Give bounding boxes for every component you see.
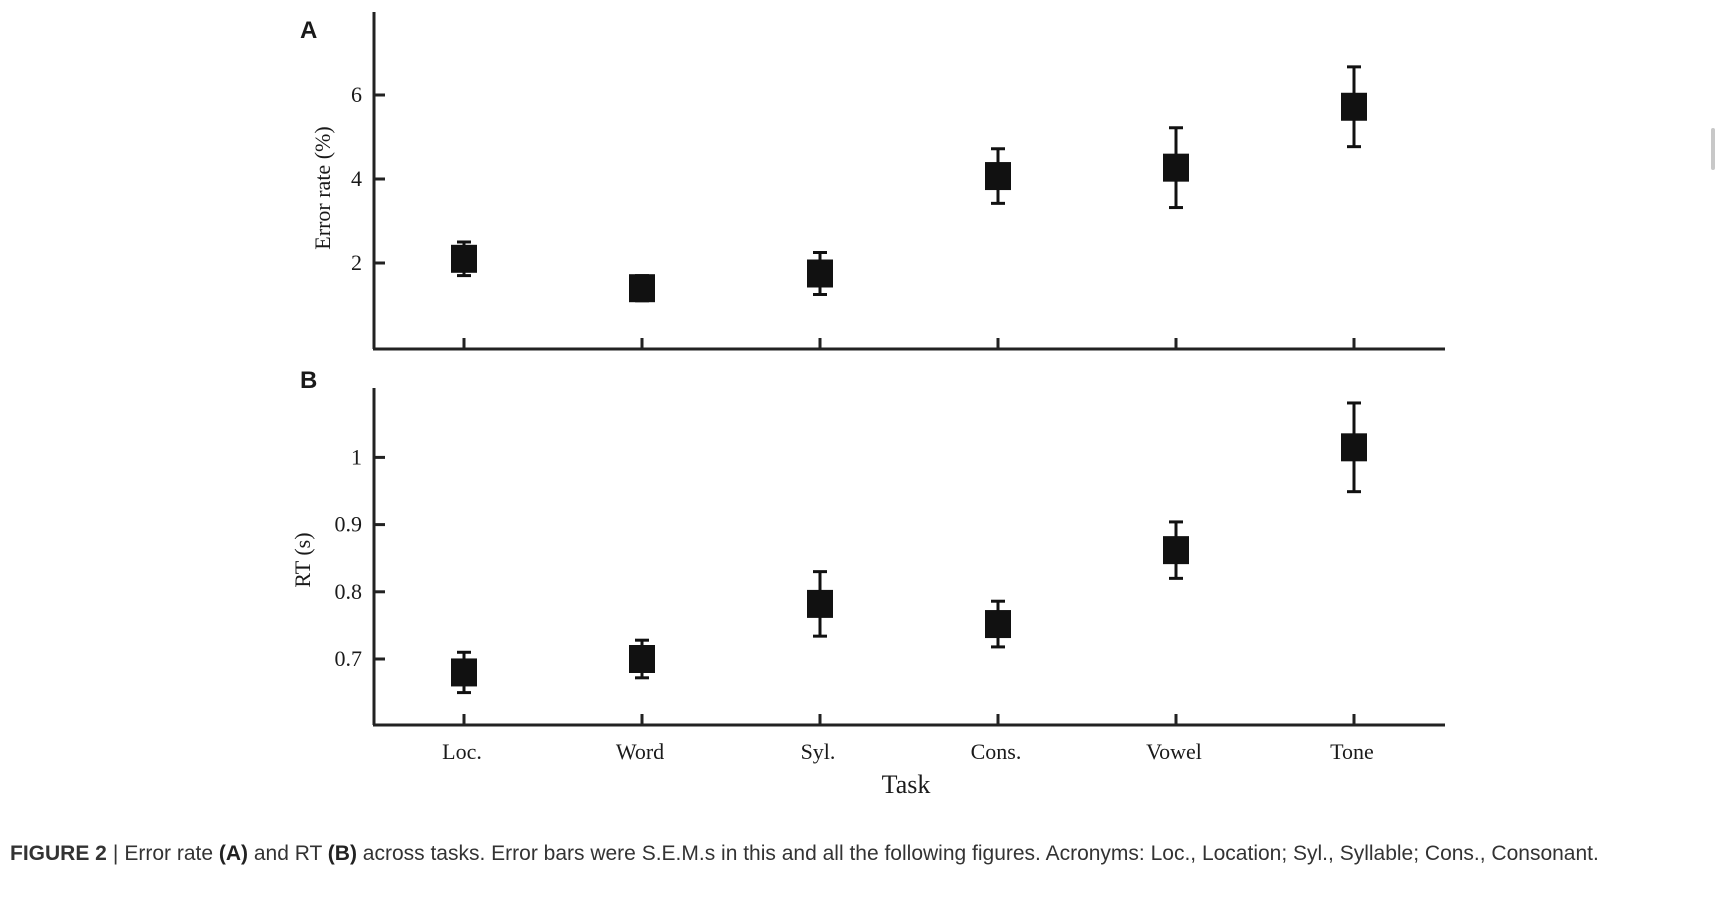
x-tick-label: Vowel bbox=[1146, 739, 1202, 764]
data-point-word bbox=[629, 274, 655, 303]
data-point-syl bbox=[807, 251, 833, 296]
square-marker bbox=[629, 274, 655, 303]
x-tick-label: Word bbox=[616, 739, 664, 764]
scrollbar-thumb[interactable] bbox=[1711, 128, 1715, 170]
data-point-tone bbox=[1341, 401, 1367, 494]
caption-label: FIGURE 2 bbox=[10, 842, 107, 865]
data-point-loc bbox=[451, 240, 477, 278]
caption-text-2: and RT bbox=[248, 842, 328, 865]
y-axis-title: RT (s) bbox=[290, 532, 315, 587]
x-tick-label: Loc. bbox=[442, 739, 482, 764]
square-marker bbox=[451, 658, 477, 687]
data-point-cons bbox=[985, 599, 1011, 649]
panel-b: B 0.7 0.8 0.9 1 RT (s) Loc. Word Syl. Cons. Vowel T… bbox=[290, 367, 1445, 799]
square-marker bbox=[807, 259, 833, 288]
square-marker bbox=[451, 244, 477, 273]
y-tick-label: 1 bbox=[351, 444, 362, 469]
square-marker bbox=[629, 645, 655, 673]
caption-ref-b: (B) bbox=[327, 842, 357, 865]
data-point-vowel bbox=[1163, 126, 1189, 210]
y-tick-label: 2 bbox=[351, 250, 362, 275]
y-tick-label: 4 bbox=[351, 166, 362, 191]
data-point-word bbox=[629, 638, 655, 680]
figure-2: A 2 4 6 Error rate (%) B 0.7 0.8 0.9 1 RT (s) Loc. W… bbox=[290, 12, 1445, 799]
square-marker bbox=[807, 589, 833, 618]
panel-label: B bbox=[300, 367, 317, 394]
caption-text-1: Error rate bbox=[124, 842, 219, 865]
y-tick-label: 6 bbox=[351, 82, 362, 107]
x-tick-label: Cons. bbox=[971, 739, 1022, 764]
panel-a: A 2 4 6 Error rate (%) bbox=[300, 12, 1445, 351]
data-point-tone bbox=[1341, 65, 1367, 149]
y-tick-label: 0.9 bbox=[335, 512, 363, 537]
data-point-vowel bbox=[1163, 520, 1189, 580]
square-marker bbox=[985, 610, 1011, 639]
square-marker bbox=[985, 162, 1011, 191]
panel-label: A bbox=[300, 17, 317, 44]
data-point-loc bbox=[451, 650, 477, 695]
x-tick-label: Tone bbox=[1330, 739, 1374, 764]
caption-ref-a: (A) bbox=[218, 842, 249, 865]
caption-text-3: across tasks. Error bars were S.E.M.s in… bbox=[356, 842, 1599, 865]
square-marker bbox=[1341, 92, 1367, 121]
y-tick-label: 0.8 bbox=[335, 579, 363, 604]
data-point-syl bbox=[807, 570, 833, 638]
data-point-cons bbox=[985, 147, 1011, 205]
square-marker bbox=[1341, 433, 1367, 462]
x-axis-title: Task bbox=[882, 770, 931, 799]
caption-separator: | bbox=[112, 842, 119, 865]
figure-caption: FIGURE 2 | Error rate (A) and RT (B) acros… bbox=[10, 838, 1700, 870]
y-tick-label: 0.7 bbox=[335, 646, 363, 671]
square-marker bbox=[1163, 536, 1189, 565]
y-axis-title: Error rate (%) bbox=[310, 126, 335, 249]
square-marker bbox=[1163, 153, 1189, 182]
x-tick-label: Syl. bbox=[801, 739, 836, 764]
